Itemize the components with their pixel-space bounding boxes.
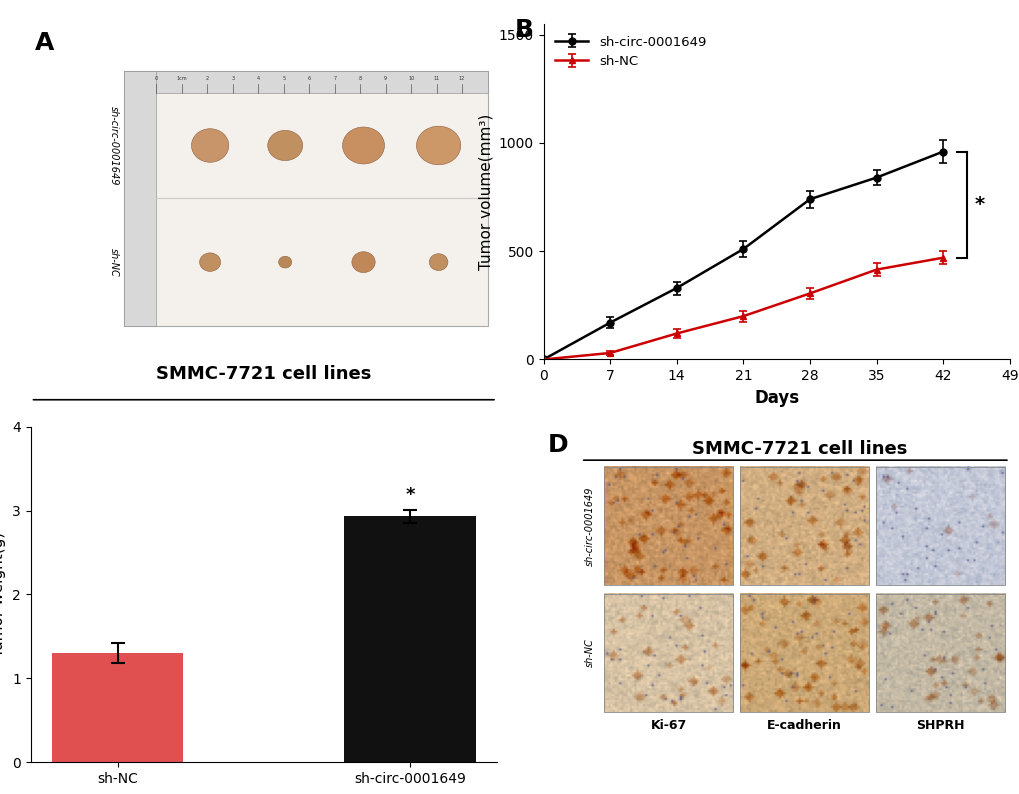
Ellipse shape: [192, 129, 228, 162]
Bar: [875, 467, 1004, 585]
Bar: [123, 71, 487, 93]
X-axis label: Days: Days: [753, 389, 799, 407]
Ellipse shape: [429, 254, 447, 271]
Text: 5: 5: [282, 75, 285, 81]
Text: 6: 6: [308, 75, 311, 81]
Text: 8: 8: [359, 75, 362, 81]
Bar: [123, 71, 156, 326]
Ellipse shape: [267, 130, 303, 160]
Text: 12: 12: [459, 75, 465, 81]
Text: SMMC-7721 cell lines: SMMC-7721 cell lines: [156, 365, 371, 383]
Text: *: *: [973, 195, 983, 214]
Text: Ki-67: Ki-67: [650, 719, 686, 731]
Ellipse shape: [352, 252, 375, 272]
Text: 3: 3: [231, 75, 234, 81]
Bar: [123, 71, 487, 326]
Ellipse shape: [416, 126, 461, 165]
Text: A: A: [36, 30, 55, 55]
Text: sh-circ-0001649: sh-circ-0001649: [109, 106, 119, 185]
Text: B: B: [515, 18, 534, 42]
Text: 9: 9: [384, 75, 387, 81]
Text: 4: 4: [257, 75, 260, 81]
Text: sh-NC: sh-NC: [109, 248, 119, 276]
Text: 7: 7: [333, 75, 336, 81]
Text: *: *: [405, 486, 415, 503]
Bar: [343, 516, 475, 762]
Bar: [740, 594, 868, 712]
Text: D: D: [547, 434, 569, 457]
Y-axis label: Tumor weight(g): Tumor weight(g): [0, 532, 6, 657]
Text: 1cm: 1cm: [176, 75, 187, 81]
Ellipse shape: [200, 253, 220, 272]
Bar: [52, 653, 183, 762]
Text: SMMC-7721 cell lines: SMMC-7721 cell lines: [692, 440, 907, 458]
Text: E-cadherin: E-cadherin: [766, 719, 842, 731]
Text: 10: 10: [408, 75, 414, 81]
Bar: [603, 594, 733, 712]
Text: sh-circ-0001649: sh-circ-0001649: [584, 486, 594, 566]
Text: 2: 2: [206, 75, 209, 81]
Text: 0: 0: [155, 75, 158, 81]
Bar: [603, 467, 733, 585]
Bar: [875, 594, 1004, 712]
Ellipse shape: [342, 127, 384, 164]
Ellipse shape: [278, 256, 291, 268]
Text: 11: 11: [433, 75, 439, 81]
Text: sh-NC: sh-NC: [584, 638, 594, 667]
Bar: [740, 467, 868, 585]
Legend: sh-circ-0001649, sh-NC: sh-circ-0001649, sh-NC: [549, 30, 711, 74]
Text: SHPRH: SHPRH: [915, 719, 964, 731]
Y-axis label: Tumor volume(mm³): Tumor volume(mm³): [478, 114, 492, 270]
